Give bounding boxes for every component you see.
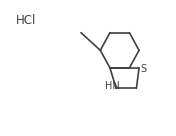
Text: HCl: HCl — [16, 14, 36, 27]
Text: S: S — [141, 64, 147, 74]
Text: HN: HN — [105, 81, 120, 91]
